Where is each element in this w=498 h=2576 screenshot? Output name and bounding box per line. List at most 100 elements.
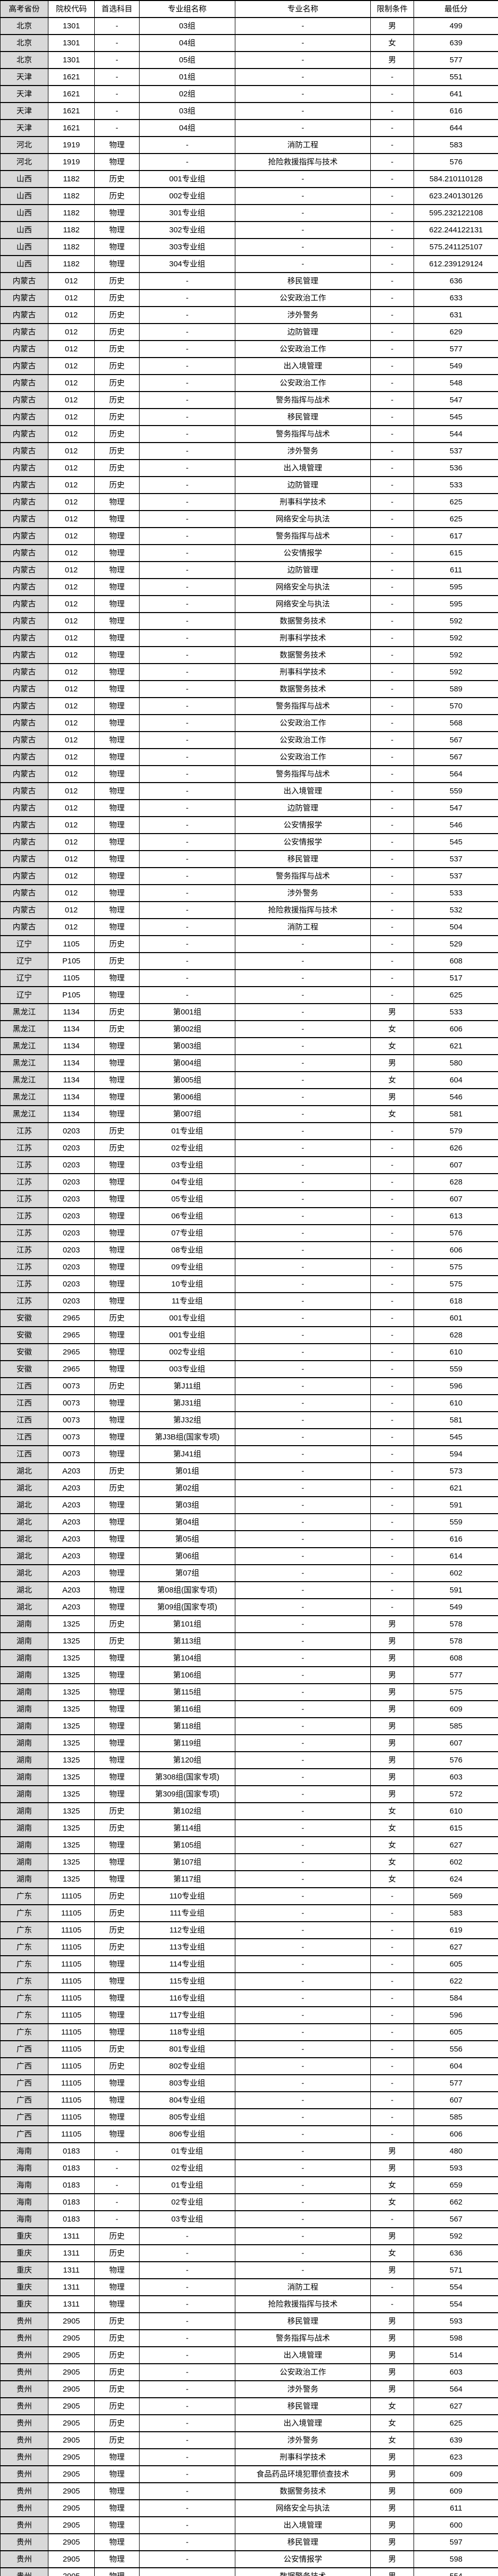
cell-subject: 物理 [94, 1683, 140, 1701]
cell-subject: 物理 [94, 1343, 140, 1361]
cell-major_group: - [139, 136, 235, 154]
cell-province: 海南 [0, 2193, 48, 2211]
cell-province: 河北 [0, 153, 48, 171]
cell-min_score: 545 [414, 1428, 498, 1446]
cell-restriction: 男 [370, 2550, 414, 2568]
cell-subject: - [94, 51, 140, 69]
cell-major_group: - [139, 697, 235, 715]
cell-major_group: - [139, 782, 235, 800]
cell-major_group: 第309组(国家专项) [139, 1785, 235, 1803]
cell-min_score: 564 [414, 765, 498, 783]
cell-restriction: - [370, 1428, 414, 1446]
cell-province: 内蒙古 [0, 357, 48, 375]
cell-province: 贵州 [0, 2431, 48, 2449]
cell-restriction: - [370, 306, 414, 324]
cell-subject: - [94, 119, 140, 137]
table-row: 贵州 2905 物理 - 数据警务技术男 609 [0, 2482, 498, 2500]
cell-subject: 历史 [94, 1020, 140, 1038]
cell-major_group: 302专业组 [139, 221, 235, 239]
cell-major_name: - [235, 1547, 371, 1565]
cell-major_name: - [235, 2023, 371, 2041]
cell-school_code: 0183 [48, 2210, 95, 2228]
cell-min_score: 575 [414, 1683, 498, 1701]
cell-min_score: 608 [414, 952, 498, 970]
cell-major_name: 数据警务技术 [235, 612, 371, 630]
cell-subject: 物理 [94, 884, 140, 902]
cell-school_code: 1621 [48, 68, 95, 86]
cell-school_code: 11105 [48, 1989, 95, 2007]
cell-province: 湖南 [0, 1615, 48, 1633]
table-row: 山西 1182 物理 304专业组 - -612.239129124 [0, 255, 498, 273]
cell-province: 广西 [0, 2074, 48, 2092]
cell-major_name: - [235, 1751, 371, 1769]
cell-school_code: 012 [48, 306, 95, 324]
cell-major_group: - [139, 663, 235, 681]
table-row: 内蒙古 012 物理 - 抢险救援指挥与技术 -532 [0, 901, 498, 919]
cell-min_score: 613 [414, 1207, 498, 1225]
cell-major_group: 03专业组 [139, 1156, 235, 1174]
cell-restriction: 男 [370, 2448, 414, 2466]
cell-subject: 历史 [94, 357, 140, 375]
cell-school_code: 11105 [48, 2057, 95, 2075]
cell-min_score: 618 [414, 1292, 498, 1310]
cell-major_name: 网络安全与执法 [235, 595, 371, 613]
cell-school_code: 012 [48, 510, 95, 528]
cell-min_score: 605 [414, 2023, 498, 2041]
cell-min_score: 577 [414, 2074, 498, 2092]
cell-subject: 物理 [94, 527, 140, 545]
cell-subject: 物理 [94, 136, 140, 154]
cell-min_score: 644 [414, 119, 498, 137]
table-row: 江苏 0203 历史 01专业组 - -579 [0, 1122, 498, 1140]
table-row: 海南 0183-01专业组 - 女 659 [0, 2176, 498, 2194]
table-row: 江苏 0203 物理 03专业组 - -607 [0, 1156, 498, 1174]
cell-major_name: 数据警务技术 [235, 2482, 371, 2500]
cell-subject: - [94, 2176, 140, 2194]
table-row: 广东 11105 物理 114专业组 - -605 [0, 1955, 498, 1973]
cell-major_group: 第001组 [139, 1003, 235, 1021]
cell-school_code: 11105 [48, 2040, 95, 2058]
cell-subject: 物理 [94, 2567, 140, 2576]
cell-restriction: - [370, 323, 414, 341]
cell-major_name: - [235, 102, 371, 120]
cell-major_group: 第105组 [139, 1836, 235, 1854]
cell-min_score: 610 [414, 1394, 498, 1412]
cell-min_score: 607 [414, 1190, 498, 1208]
cell-school_code: 1621 [48, 102, 95, 120]
cell-major_group: 01专业组 [139, 1122, 235, 1140]
table-row: 内蒙古 012 历史 - 警务指挥与战术 -547 [0, 391, 498, 409]
cell-school_code: 012 [48, 493, 95, 511]
cell-subject: 物理 [94, 238, 140, 256]
cell-restriction: 男 [370, 1088, 414, 1106]
cell-major_name: 警务指挥与战术 [235, 391, 371, 409]
table-row: 江西 0073 物理 第J32组 - -581 [0, 1411, 498, 1429]
cell-min_score: 636 [414, 272, 498, 290]
cell-min_score: 537 [414, 867, 498, 885]
cell-major_name: - [235, 1377, 371, 1395]
cell-subject: 物理 [94, 1649, 140, 1667]
cell-min_score: 584.210110128 [414, 170, 498, 188]
cell-major_group: - [139, 2533, 235, 2551]
table-row: 内蒙古 012 历史 - 移民管理 -636 [0, 272, 498, 290]
cell-subject: 物理 [94, 2074, 140, 2092]
cell-major_name: - [235, 1615, 371, 1633]
cell-major_name: - [235, 187, 371, 205]
cell-major_name: - [235, 1921, 371, 1939]
cell-min_score: 567 [414, 2210, 498, 2228]
cell-school_code: 0203 [48, 1122, 95, 1140]
cell-school_code: 1919 [48, 136, 95, 154]
table-row: 黑龙江 1134 物理 第005组 - 女 604 [0, 1071, 498, 1089]
cell-major_group: 05专业组 [139, 1190, 235, 1208]
cell-restriction: 男 [370, 2312, 414, 2330]
cell-subject: 物理 [94, 2023, 140, 2041]
cell-min_score: 480 [414, 2142, 498, 2160]
table-row: 海南 0183-02专业组 - 男 593 [0, 2159, 498, 2177]
cell-restriction: - [370, 1275, 414, 1293]
cell-province: 贵州 [0, 2397, 48, 2415]
cell-province: 内蒙古 [0, 323, 48, 341]
cell-min_score: 631 [414, 306, 498, 324]
table-row: 广西 11105 物理 804专业组 - -607 [0, 2091, 498, 2109]
cell-major_name: 涉外警务 [235, 442, 371, 460]
cell-province: 北京 [0, 17, 48, 35]
cell-province: 江苏 [0, 1292, 48, 1310]
cell-min_score: 532 [414, 901, 498, 919]
